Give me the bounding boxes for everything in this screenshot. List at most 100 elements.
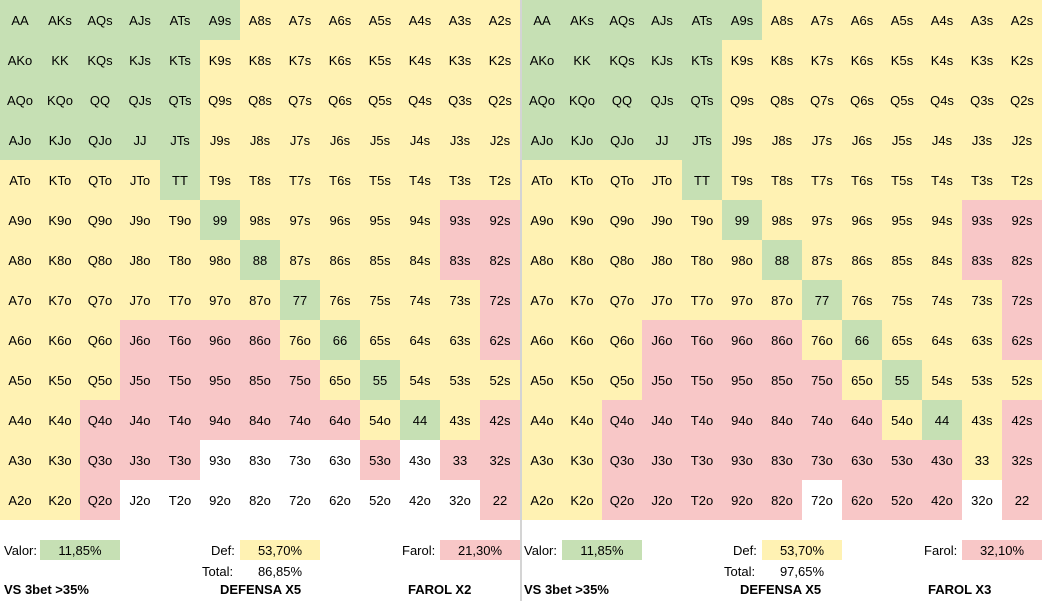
hand-cell: 33 xyxy=(962,440,1002,480)
hand-cell: Q6s xyxy=(842,80,882,120)
hand-cell: AJo xyxy=(522,120,562,160)
hand-cell: K8o xyxy=(40,240,80,280)
hand-cell: 93o xyxy=(200,440,240,480)
hand-cell: 62s xyxy=(480,320,520,360)
hand-cell: 72s xyxy=(1002,280,1042,320)
hand-cell: 76o xyxy=(802,320,842,360)
hand-cell: 32o xyxy=(962,480,1002,520)
hand-cell: 62o xyxy=(320,480,360,520)
hand-cell: 66 xyxy=(320,320,360,360)
hand-cell: J3s xyxy=(440,120,480,160)
hand-cell: QQ xyxy=(602,80,642,120)
hand-cell: 87s xyxy=(802,240,842,280)
hand-cell: J6o xyxy=(120,320,160,360)
hand-cell: 63o xyxy=(320,440,360,480)
hand-cell: 42o xyxy=(400,480,440,520)
hand-cell: 95o xyxy=(722,360,762,400)
valor-value: 11,85% xyxy=(40,540,120,560)
hand-cell: 64s xyxy=(400,320,440,360)
hand-cell: K5o xyxy=(562,360,602,400)
hand-cell: K2o xyxy=(40,480,80,520)
valor-value: 11,85% xyxy=(562,540,642,560)
hand-cell: J5s xyxy=(360,120,400,160)
hand-cell: J8s xyxy=(762,120,802,160)
hand-cell: 95o xyxy=(200,360,240,400)
hand-cell: 52s xyxy=(480,360,520,400)
hand-cell: 83o xyxy=(762,440,802,480)
hand-cell: J8o xyxy=(642,240,682,280)
hand-cell: J4s xyxy=(400,120,440,160)
hand-cell: A4s xyxy=(400,0,440,40)
hand-cell: T5s xyxy=(360,160,400,200)
hand-cell: Q5o xyxy=(80,360,120,400)
hand-cell: 63s xyxy=(962,320,1002,360)
hand-cell: ATo xyxy=(522,160,562,200)
hand-cell: 53s xyxy=(962,360,1002,400)
hand-cell: J9o xyxy=(642,200,682,240)
hand-cell: AJs xyxy=(120,0,160,40)
hand-cell: A2o xyxy=(0,480,40,520)
hand-cell: T9o xyxy=(682,200,722,240)
valor-label: Valor: xyxy=(524,543,557,558)
title-left: VS 3bet >35% xyxy=(524,582,609,597)
hand-cell: 92o xyxy=(722,480,762,520)
hand-cell: Q3s xyxy=(440,80,480,120)
hand-cell: A5s xyxy=(360,0,400,40)
hand-cell: 86o xyxy=(762,320,802,360)
hand-cell: J7o xyxy=(120,280,160,320)
hand-cell: 98s xyxy=(240,200,280,240)
hand-cell: J6s xyxy=(320,120,360,160)
hand-cell: J2o xyxy=(120,480,160,520)
hand-cell: K5s xyxy=(360,40,400,80)
hand-cell: AKo xyxy=(522,40,562,80)
hand-cell: 54s xyxy=(922,360,962,400)
hand-cell: K7o xyxy=(562,280,602,320)
title-left: VS 3bet >35% xyxy=(4,582,89,597)
hand-cell: J9o xyxy=(120,200,160,240)
hand-cell: KQo xyxy=(562,80,602,120)
hand-cell: J8o xyxy=(120,240,160,280)
hand-cell: K6s xyxy=(320,40,360,80)
hand-cell: 64o xyxy=(320,400,360,440)
hand-cell: J9s xyxy=(200,120,240,160)
hand-cell: K7o xyxy=(40,280,80,320)
hand-cell: 44 xyxy=(922,400,962,440)
hand-grid: AA AKs AQs AJs ATs A9s A8s A7s A6s A5s A4s A3s A2s AK… xyxy=(522,0,1042,520)
hand-cell: 82s xyxy=(480,240,520,280)
hand-cell: Q8o xyxy=(602,240,642,280)
hand-cell: Q9s xyxy=(200,80,240,120)
hand-cell: K5o xyxy=(40,360,80,400)
hand-cell: 75o xyxy=(280,360,320,400)
hand-cell: 92s xyxy=(480,200,520,240)
hand-cell: KJo xyxy=(40,120,80,160)
def-value: 53,70% xyxy=(762,540,842,560)
hand-cell: KQo xyxy=(40,80,80,120)
hand-cell: K8s xyxy=(240,40,280,80)
hand-cell: JTs xyxy=(160,120,200,160)
hand-cell: 74o xyxy=(280,400,320,440)
hand-cell: 73o xyxy=(802,440,842,480)
hand-cell: Q6o xyxy=(80,320,120,360)
hand-cell: A7s xyxy=(802,0,842,40)
hand-cell: 97o xyxy=(200,280,240,320)
hand-cell: 77 xyxy=(280,280,320,320)
hand-cell: 85o xyxy=(762,360,802,400)
hand-cell: Q9o xyxy=(602,200,642,240)
hand-cell: Q7o xyxy=(602,280,642,320)
hand-cell: 85s xyxy=(360,240,400,280)
hand-cell: K3s xyxy=(962,40,1002,80)
hand-cell: 72o xyxy=(802,480,842,520)
hand-cell: A3o xyxy=(0,440,40,480)
hand-cell: Q2s xyxy=(480,80,520,120)
hand-cell: 53o xyxy=(882,440,922,480)
hand-cell: 82s xyxy=(1002,240,1042,280)
hand-cell: KTo xyxy=(562,160,602,200)
hand-cell: 88 xyxy=(762,240,802,280)
hand-cell: 42s xyxy=(480,400,520,440)
hand-cell: TT xyxy=(160,160,200,200)
hand-cell: 98s xyxy=(762,200,802,240)
hand-cell: TT xyxy=(682,160,722,200)
hand-cell: J7o xyxy=(642,280,682,320)
def-label: Def: xyxy=(733,543,757,558)
hand-cell: T6o xyxy=(160,320,200,360)
